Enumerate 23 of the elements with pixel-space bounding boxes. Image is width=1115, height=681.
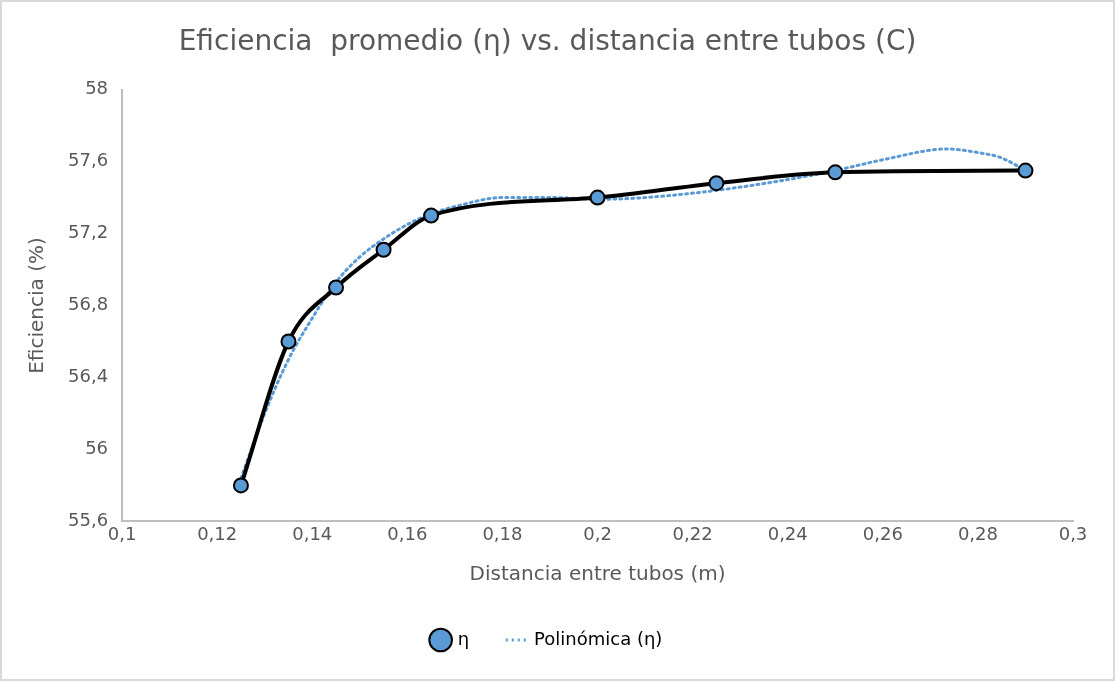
y-axis-title: Eficiencia (%) — [24, 237, 49, 374]
x-tick-label: 0,18 — [482, 522, 523, 544]
x-tick-label: 0,1 — [107, 522, 137, 544]
chart-title: Eficiencia promedio (η) vs. distancia entre tubos (C) — [178, 24, 917, 58]
y-tick-label: 56,4 — [68, 365, 109, 387]
x-tick-label: 0,16 — [387, 522, 428, 544]
x-tick-label: 0,12 — [197, 522, 238, 544]
x-tick-label: 0,22 — [672, 522, 713, 544]
x-tick-label: 0,28 — [957, 522, 998, 544]
x-tick-label: 0,24 — [767, 522, 808, 544]
legend-label: Polinómica (η) — [534, 627, 663, 649]
x-axis-title: Distancia entre tubos (m) — [469, 561, 726, 586]
y-tick-label: 56 — [85, 437, 109, 459]
x-tick-label: 0,26 — [862, 522, 903, 544]
y-tick-label: 55,6 — [68, 509, 109, 531]
x-tick-label: 0,14 — [292, 522, 333, 544]
y-tick-label: 57,2 — [68, 221, 109, 243]
y-tick-label: 58 — [85, 77, 109, 99]
x-tick-label: 0,2 — [583, 522, 612, 544]
legend-label: η — [457, 627, 470, 649]
y-tick-label: 56,8 — [68, 293, 109, 315]
y-tick-label: 57,6 — [68, 149, 109, 171]
x-tick-label: 0,3 — [1058, 522, 1088, 544]
